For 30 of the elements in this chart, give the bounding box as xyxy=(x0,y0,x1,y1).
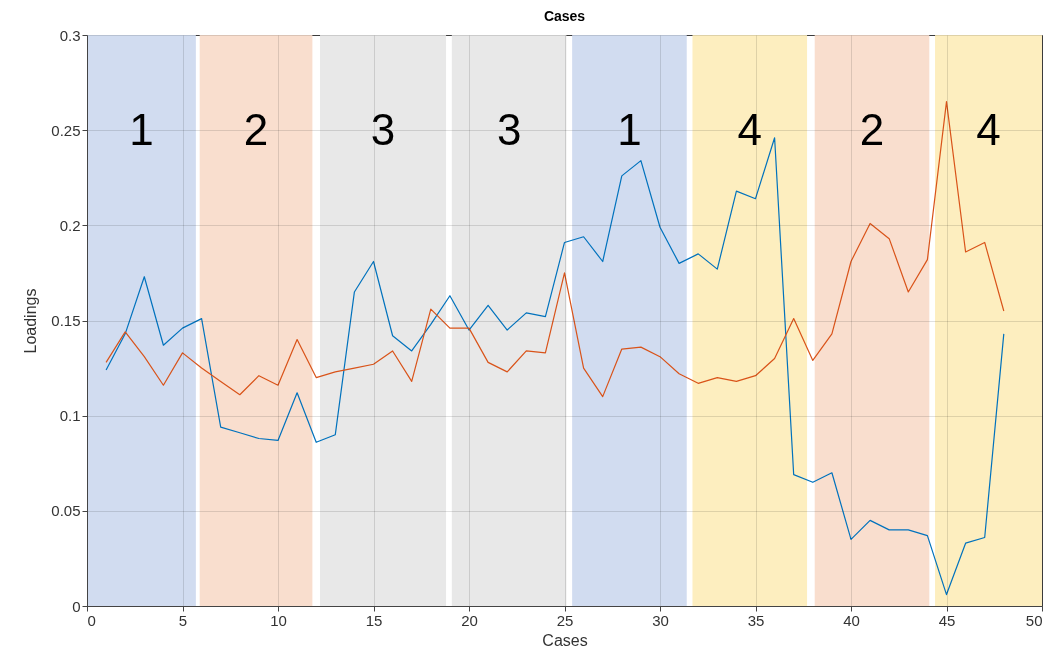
x-tick-label: 0 xyxy=(87,611,96,629)
x-tick-label: 15 xyxy=(365,611,383,629)
band-label: 4 xyxy=(737,105,763,155)
band-label: 3 xyxy=(496,105,522,155)
x-axis-title: Cases xyxy=(542,631,588,649)
x-tick-label: 50 xyxy=(1025,611,1043,629)
y-tick-label: 0.15 xyxy=(51,312,81,329)
x-tick-label: 45 xyxy=(938,611,956,629)
band-label: 1 xyxy=(129,105,154,155)
y-tick-label: 0.1 xyxy=(59,407,81,425)
x-tick-label: 40 xyxy=(843,611,860,629)
band-label: 3 xyxy=(370,105,396,155)
y-tick-label: 0.3 xyxy=(59,26,81,44)
y-tick-label: 0.25 xyxy=(51,121,81,139)
band-label: 2 xyxy=(243,105,269,155)
line-series xyxy=(105,101,1005,398)
band-label: 1 xyxy=(617,105,642,155)
x-tick-label: 5 xyxy=(178,611,188,629)
y-tick-label: 0.05 xyxy=(51,502,81,520)
x-tick-label: 30 xyxy=(652,611,669,629)
x-tick-label: 25 xyxy=(556,611,574,629)
x-tick-label: 20 xyxy=(461,611,478,629)
y-tick-label: 0.2 xyxy=(59,216,81,234)
chart-title: Cases xyxy=(543,8,586,24)
y-tick-label: 0 xyxy=(72,597,81,615)
band-label: 4 xyxy=(976,105,1001,155)
x-tick-label: 35 xyxy=(747,611,765,629)
y-axis-title: Loadings xyxy=(22,288,40,354)
band-label: 2 xyxy=(859,105,885,155)
x-tick-label: 10 xyxy=(270,611,287,629)
